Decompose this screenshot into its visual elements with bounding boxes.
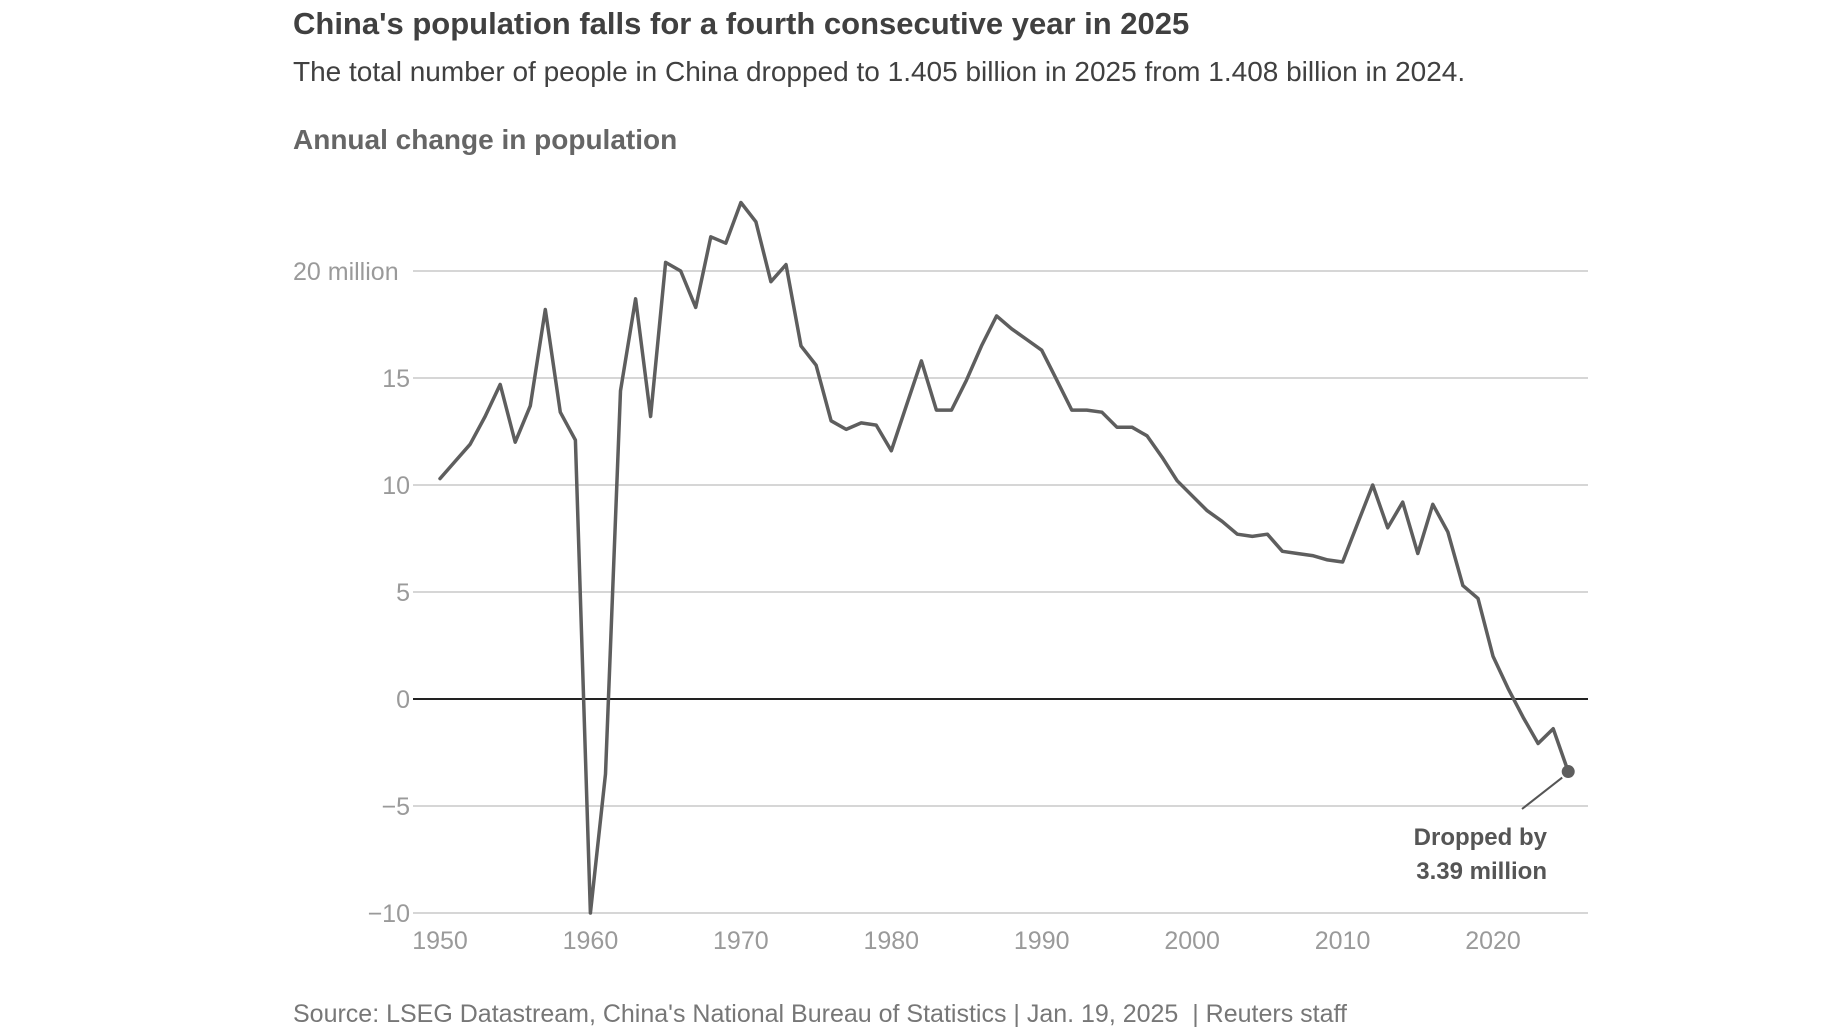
gridlines <box>413 270 1588 914</box>
x-tick-label: 2000 <box>1164 927 1220 955</box>
annotation-line-1: Dropped by <box>1414 824 1548 851</box>
x-axis-ticks: 1950 1960 1970 1980 1990 2000 2010 2020 <box>412 927 1521 955</box>
y-tick-label: −5 <box>381 793 410 821</box>
source-note: Source: LSEG Datastream, China's Nationa… <box>293 1000 1347 1028</box>
chart-title: China's population falls for a fourth co… <box>293 6 1190 41</box>
x-tick-label: 1960 <box>563 927 619 955</box>
panel-label: Annual change in population <box>293 124 678 155</box>
series-line <box>438 200 1570 915</box>
y-tick-label: 0 <box>396 686 410 714</box>
chart-subtitle: The total number of people in China drop… <box>293 56 1466 87</box>
y-tick-label: 10 <box>382 472 410 500</box>
y-tick-label: 5 <box>396 579 410 607</box>
y-tick-label: −10 <box>368 900 410 928</box>
x-tick-label: 2010 <box>1315 927 1371 955</box>
x-tick-label: 1970 <box>713 927 769 955</box>
y-axis-ticks: 20 million 15 10 5 0 −5 −10 <box>293 258 410 928</box>
annotation-leader <box>1521 776 1563 810</box>
x-tick-label: 1980 <box>863 927 919 955</box>
annotation-line-2: 3.39 million <box>1416 858 1547 885</box>
x-tick-label: 2020 <box>1465 927 1521 955</box>
endpoint-marker <box>1561 765 1575 779</box>
y-tick-label: 20 million <box>293 258 399 286</box>
x-tick-label: 1950 <box>412 927 468 955</box>
y-tick-label: 15 <box>382 365 410 393</box>
x-tick-label: 1990 <box>1014 927 1070 955</box>
